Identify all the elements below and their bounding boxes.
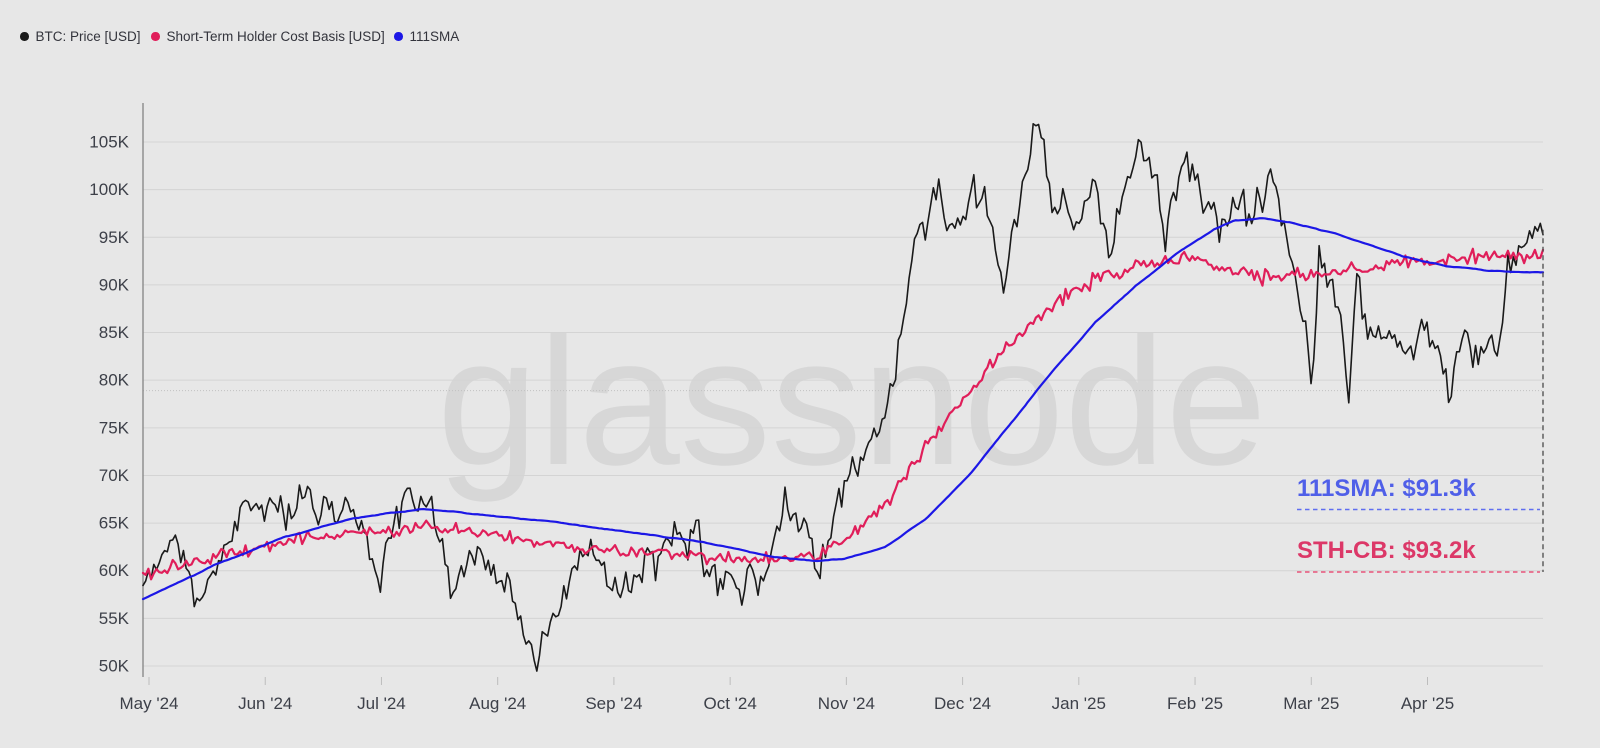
svg-text:Apr '25: Apr '25 <box>1401 694 1454 713</box>
svg-text:80K: 80K <box>99 371 130 390</box>
svg-text:55K: 55K <box>99 609 130 628</box>
svg-text:Sep '24: Sep '24 <box>585 694 642 713</box>
svg-text:Aug '24: Aug '24 <box>469 694 526 713</box>
svg-text:90K: 90K <box>99 275 130 294</box>
svg-text:Jan '25: Jan '25 <box>1052 694 1106 713</box>
svg-text:60K: 60K <box>99 561 130 580</box>
svg-text:Nov '24: Nov '24 <box>818 694 875 713</box>
svg-text:Oct '24: Oct '24 <box>703 694 756 713</box>
svg-text:May '24: May '24 <box>120 694 179 713</box>
svg-text:100K: 100K <box>89 180 129 199</box>
svg-text:70K: 70K <box>99 466 130 485</box>
svg-text:Jun '24: Jun '24 <box>238 694 292 713</box>
svg-text:65K: 65K <box>99 514 130 533</box>
svg-text:Jul '24: Jul '24 <box>357 694 406 713</box>
svg-text:85K: 85K <box>99 323 130 342</box>
svg-text:Mar '25: Mar '25 <box>1283 694 1339 713</box>
svg-text:95K: 95K <box>99 228 130 247</box>
svg-text:50K: 50K <box>99 657 130 676</box>
svg-text:Feb '25: Feb '25 <box>1167 694 1223 713</box>
svg-text:75K: 75K <box>99 418 130 437</box>
svg-text:105K: 105K <box>89 133 129 152</box>
svg-text:Dec '24: Dec '24 <box>934 694 991 713</box>
